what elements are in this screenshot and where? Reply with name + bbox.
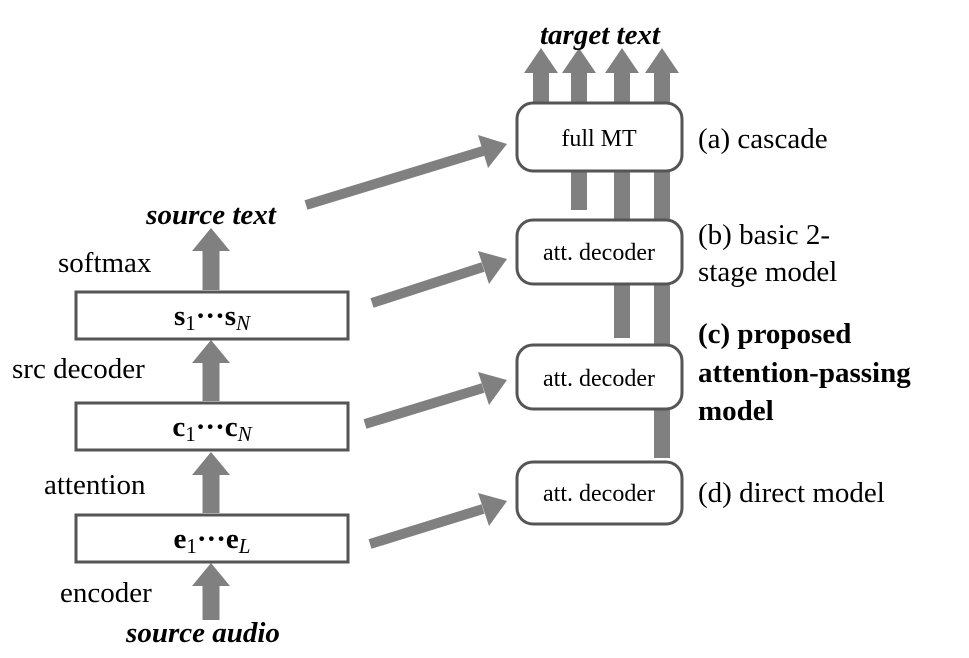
src-decoder-label: src decoder xyxy=(12,353,145,385)
arrowhead-to-full-mt xyxy=(478,135,507,168)
basic-model-label-line1: (b) basic 2- xyxy=(698,219,830,251)
att-decoder-box-basic xyxy=(515,218,684,286)
full-mt-box xyxy=(515,101,684,173)
att-decoder-label-direct: att. decoder xyxy=(543,481,655,507)
arrowhead-softmax xyxy=(192,228,230,251)
arrow-source-text-to-full-mt xyxy=(304,146,485,210)
arrowhead-attention xyxy=(192,452,230,475)
att-decoder-label-proposed: att. decoder xyxy=(543,366,655,392)
attention-label: attention xyxy=(44,469,146,501)
left-stack-arrows xyxy=(192,228,230,620)
arrowhead-to-proposed-decoder xyxy=(478,372,507,405)
arrowhead-to-direct-decoder xyxy=(478,493,507,526)
softmax-label: softmax xyxy=(58,247,152,279)
context-vectors-text: c1···cN xyxy=(172,411,252,446)
arrowhead-to-basic-decoder xyxy=(478,251,507,284)
proposed-model-label-line3: model xyxy=(698,395,774,427)
encoder-label: encoder xyxy=(60,577,152,609)
arrow-e-to-direct-decoder xyxy=(368,504,485,549)
att-decoder-box-proposed xyxy=(515,343,684,411)
arrowhead-audio xyxy=(192,563,230,586)
proposed-model-label-line1: (c) proposed xyxy=(698,318,851,350)
arrowhead-src-decoder xyxy=(192,340,230,363)
arrow-c-to-proposed-decoder xyxy=(363,383,485,429)
arrowhead-basic xyxy=(562,48,596,73)
cascade-label: (a) cascade xyxy=(698,123,828,155)
encoder-states-box xyxy=(74,513,350,564)
decoder-states-text: s1···sN xyxy=(174,300,251,335)
arrow-s-to-basic-decoder xyxy=(370,262,485,308)
att-decoder-label-basic: att. decoder xyxy=(543,240,655,266)
decoder-states-box xyxy=(74,290,350,341)
arrowhead-direct xyxy=(645,48,679,73)
arrowhead-proposed xyxy=(605,48,639,73)
cross-arrows xyxy=(304,135,507,549)
source-audio-label: source audio xyxy=(125,617,280,649)
full-mt-label: full MT xyxy=(561,126,637,152)
encoder-states-text: e1···eL xyxy=(174,523,251,558)
att-decoder-box-direct xyxy=(515,460,684,526)
basic-model-label-line2: stage model xyxy=(698,256,837,288)
target-text-label: target text xyxy=(540,19,661,51)
context-vectors-box xyxy=(74,401,350,452)
arrowhead-cascade xyxy=(524,48,558,73)
direct-model-label: (d) direct model xyxy=(698,477,885,509)
proposed-model-label-line2: attention-passing xyxy=(698,357,911,389)
source-text-label: source text xyxy=(145,199,277,231)
